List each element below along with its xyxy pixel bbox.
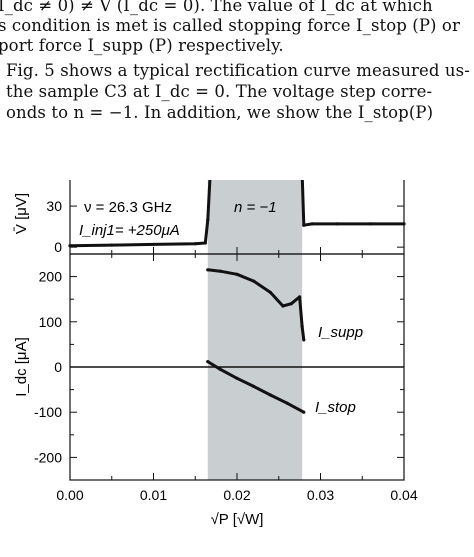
data-point (235, 272, 239, 276)
data-point (302, 410, 306, 414)
frequency-annotation: ν = 26.3 GHz (84, 199, 172, 216)
y-tick-label: 0 (54, 359, 62, 375)
text-line: onds to n = −1. In addition, we show the… (6, 103, 434, 122)
data-point (268, 393, 272, 397)
text-line: port force I_supp (P) respectively. (0, 36, 284, 55)
data-point (402, 222, 406, 226)
x-tick-label: 0.00 (56, 487, 83, 503)
text-line: I_dc ≠ 0) ≠ V̄ (I_dc = 0). The value of … (0, 0, 433, 15)
data-point (335, 222, 339, 226)
x-axis-label: √P [√W] (211, 511, 264, 528)
series-line (69, 180, 404, 248)
data-point (310, 222, 314, 226)
istop-label: I_stop (315, 399, 356, 416)
data-point (110, 243, 114, 247)
data-point (235, 376, 239, 380)
x-tick-label: 0.04 (390, 487, 417, 503)
data-point (298, 295, 302, 299)
data-point (206, 268, 210, 272)
y-tick-label: -100 (34, 404, 62, 420)
shaded-region (207, 180, 303, 480)
y-tick-label: 100 (39, 314, 63, 330)
data-point (206, 218, 210, 222)
text-line: s condition is met is called stopping fo… (0, 16, 460, 35)
data-point (206, 359, 210, 364)
data-point (193, 242, 197, 246)
data-point (289, 302, 293, 306)
data-point (218, 269, 222, 273)
text-line: Fig. 5 shows a typical rectification cur… (6, 61, 470, 80)
step-index-annotation: n = −1 (234, 199, 277, 216)
data-point (302, 223, 306, 227)
data-point (302, 338, 306, 342)
isupp-label: I_supp (318, 324, 363, 341)
y-tick-label: -200 (34, 449, 62, 465)
injection-current-annotation: I_inj1= +250μA (79, 222, 180, 239)
y-axis-label: I_dc [μA] (13, 337, 30, 397)
series-line (207, 268, 306, 341)
x-tick-label: 0.03 (307, 487, 334, 503)
y-tick-label: 30 (46, 198, 62, 214)
shaded-region-band (207, 180, 303, 254)
data-point (68, 244, 72, 248)
data-point (252, 384, 256, 389)
x-tick-label: 0.02 (223, 487, 250, 503)
data-point (369, 222, 373, 226)
y-tick-label: 0 (54, 239, 62, 255)
data-point (300, 324, 304, 328)
data-point (203, 241, 207, 245)
data-point (218, 367, 222, 371)
y-axis-label: V̄ [μV] (13, 193, 30, 234)
data-point (151, 242, 156, 247)
y-tick-label: 200 (39, 269, 63, 285)
data-point (285, 401, 289, 405)
data-point (252, 279, 256, 283)
data-point (268, 290, 272, 295)
data-series (68, 180, 406, 414)
text-line: the sample C3 at I_dc = 0. The voltage s… (6, 82, 433, 101)
x-tick-label: 0.01 (140, 487, 167, 503)
axes (69, 180, 405, 481)
data-point (281, 304, 285, 308)
